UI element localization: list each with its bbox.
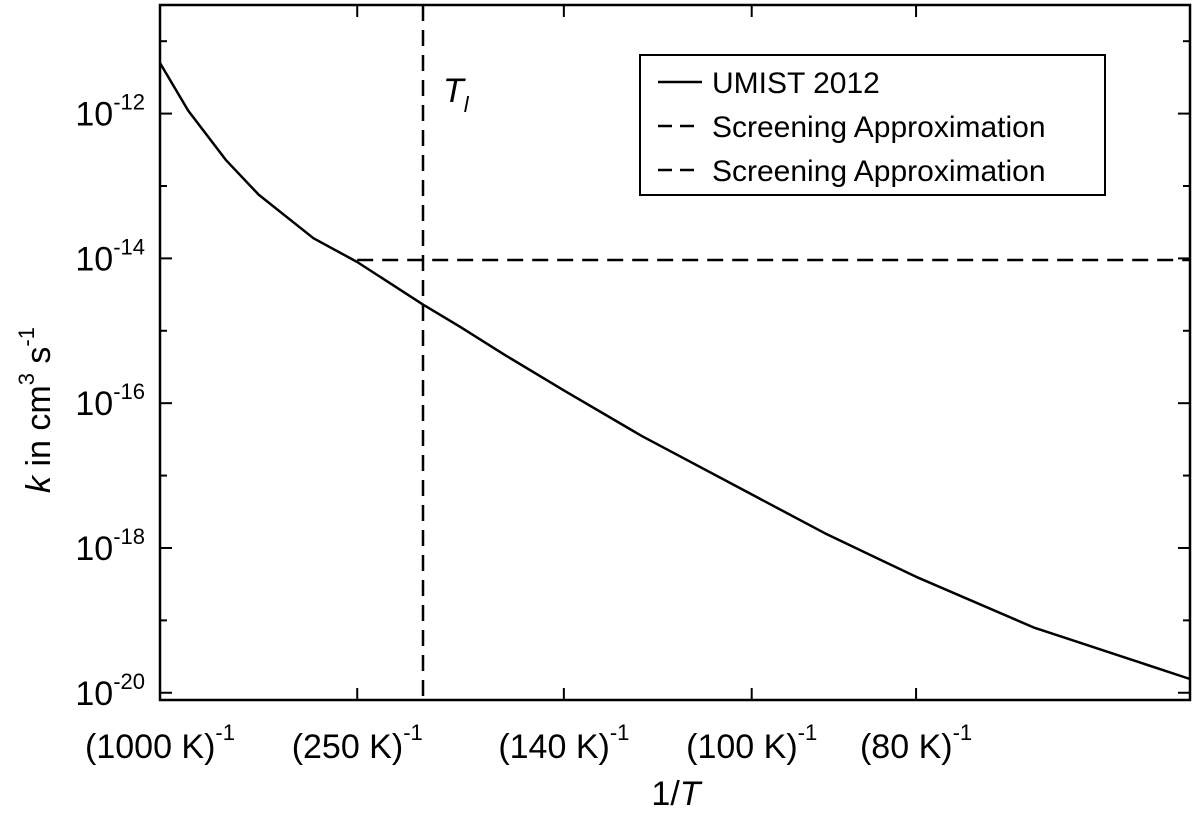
x-tick-label: (250 K)-1 [292,720,423,766]
x-tick-label: (100 K)-1 [686,720,817,766]
series-line-1 [158,62,1191,681]
plot-frame [158,3,1192,702]
x-axis-label: 1/T [651,775,702,813]
series-layer [158,5,1191,700]
plot-area [158,3,1192,702]
x-axis-ticks: (1000 K)-1 (250 K)-1 (140 K)-1 (100 K)-1 (80… [85,5,972,766]
y-tick-label: 10-14 [75,234,145,278]
y-tick-label: 10-20 [75,669,145,713]
legend-entry-label: Screening Approximation [712,155,1046,188]
legend-entry-label: UMIST 2012 [712,67,880,100]
y-axis-ticks: 10-12 10-14 10-16 10-18 10-20 [75,40,1190,713]
y-tick-label: 10-18 [75,524,145,568]
y-axis-label: k in cm3 s-1 [14,327,58,493]
legend-box [639,54,1106,196]
legend: UMIST 2012 Screening Approximation Screeni… [639,54,1106,196]
legend-entry-label: Screening Approximation [712,111,1046,144]
y-tick-label: 10-16 [75,379,145,423]
x-tick-label: (80 K)-1 [860,720,972,766]
y-tick-label: 10-12 [75,90,145,134]
annotation-layer: Tl [443,72,470,117]
x-tick-label: (1000 K)-1 [85,720,235,766]
x-tick-label: (140 K)-1 [498,720,629,766]
annotation-t-l: Tl [443,72,470,117]
